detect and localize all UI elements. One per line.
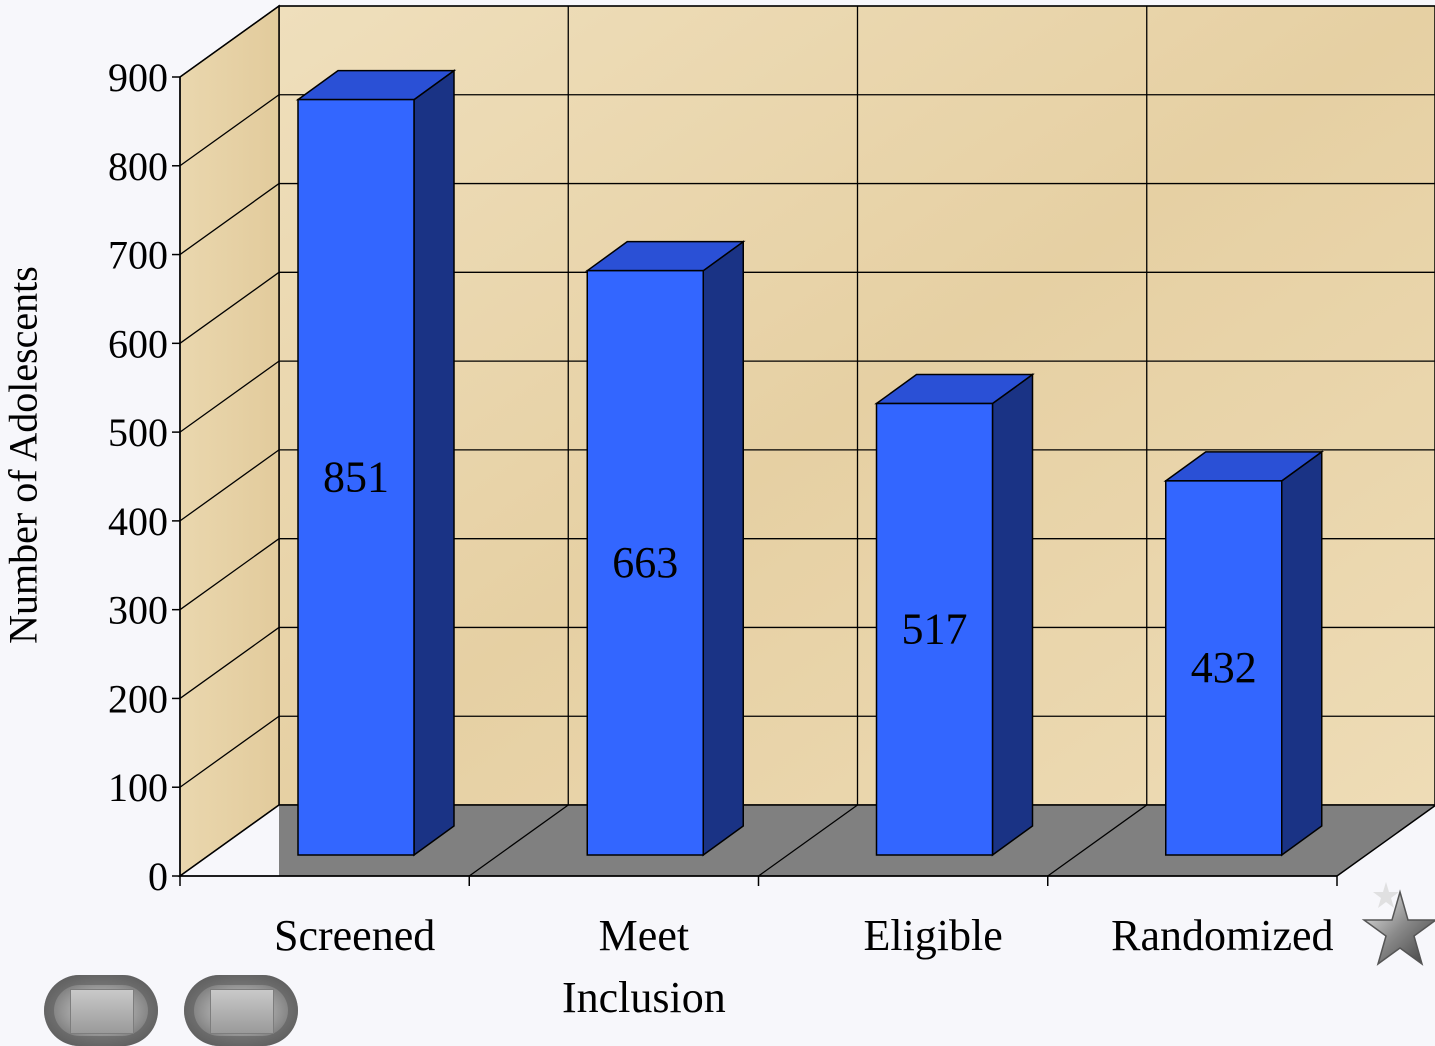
data-label: 663 [612, 538, 678, 587]
x-tick-label: Screened [274, 911, 435, 960]
bar-front [875, 402, 994, 856]
chart-floor [177, 804, 1435, 877]
y-tick-label: 500 [108, 410, 168, 455]
gridline-side [179, 715, 280, 788]
gridline-side [179, 626, 280, 699]
side-wall [179, 4, 280, 878]
x-tick-label: Meet [599, 911, 689, 960]
bar-side [702, 240, 744, 857]
y-axis: 0 100 200 300 400 500 600 700 800 900 [108, 55, 181, 899]
gridline-side [179, 271, 280, 344]
gridline-side [179, 94, 280, 167]
y-tick-label: 300 [108, 588, 168, 633]
gridlines [179, 5, 1435, 805]
bar-side [413, 69, 455, 857]
data-label: 432 [1191, 643, 1257, 692]
gridline-side [179, 538, 280, 611]
data-labels: 851 663 517 432 [323, 452, 1257, 692]
floor-divider [1047, 804, 1148, 877]
next-slide-button[interactable] [184, 975, 298, 1046]
x-axis: Screened Meet Inclusion Eligible Randomized [179, 875, 1338, 1022]
y-tick-label: 800 [108, 144, 168, 189]
gridline-side [179, 360, 280, 433]
bar-side [991, 373, 1034, 857]
bar [584, 240, 746, 857]
y-tick-label: 0 [148, 854, 168, 899]
bar-front [586, 269, 704, 856]
x-tick-label: Inclusion [562, 973, 726, 1022]
y-tick-label: 200 [108, 676, 168, 721]
data-label: 851 [323, 452, 389, 501]
bar [295, 69, 457, 857]
bar [874, 373, 1035, 857]
star-icon[interactable] [1356, 878, 1435, 988]
gridline-side [179, 183, 280, 256]
y-tick-label: 700 [108, 233, 168, 278]
floor-plane [279, 805, 1435, 876]
button-face [210, 989, 274, 1034]
gridline-side [179, 5, 280, 78]
y-axis-label: Number of Adolescents [0, 266, 46, 644]
y-tick-label: 600 [108, 321, 168, 366]
y-tick-label: 100 [108, 765, 168, 810]
gridline-side [179, 449, 280, 522]
bar-front [1165, 480, 1283, 856]
floor-divider [468, 804, 569, 877]
y-tick-label: 900 [108, 55, 168, 100]
x-tick-label: Eligible [863, 911, 1002, 960]
bar-front [297, 98, 415, 856]
bar-side [1281, 450, 1323, 857]
button-face [70, 989, 134, 1034]
bars [295, 69, 1325, 857]
bar [1163, 450, 1325, 857]
floor-divider [758, 804, 858, 877]
data-label: 517 [902, 604, 968, 653]
x-tick-label: Randomized [1111, 911, 1333, 960]
y-tick-label: 400 [108, 499, 168, 544]
previous-slide-button[interactable] [44, 975, 158, 1046]
